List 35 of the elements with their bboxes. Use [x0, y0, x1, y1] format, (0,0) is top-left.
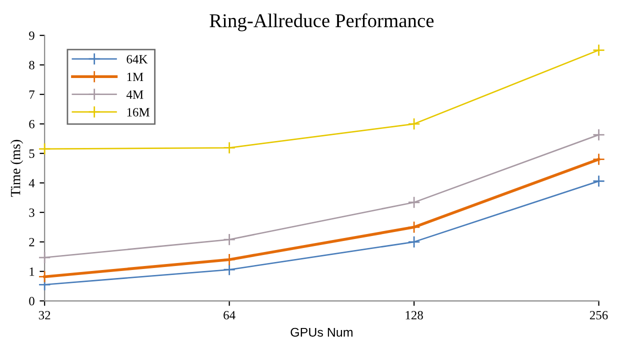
y-tick-label: 4 [28, 179, 35, 188]
y-tick-label: 2 [29, 238, 34, 246]
chart-title: Ring-Allreduce Performance [210, 13, 434, 32]
x-tick-label: 128 [406, 310, 423, 320]
point [223, 142, 236, 154]
point [223, 263, 236, 276]
x-tick-label: 64 [224, 311, 236, 320]
y-tick-label: 1 [30, 267, 34, 276]
x-tick-label: 32 [38, 311, 50, 320]
point [223, 233, 236, 246]
point [408, 118, 420, 130]
legend-label: 16M [127, 108, 150, 116]
y-tick-label: 9 [29, 31, 34, 40]
point [408, 220, 420, 234]
point [38, 142, 51, 156]
x-tick-label: 256 [590, 311, 608, 320]
legend-label: 1M [127, 72, 144, 82]
point [592, 153, 606, 166]
point [38, 251, 51, 264]
y-tick-label: 8 [29, 60, 34, 70]
y-tick-label: 6 [29, 120, 34, 128]
point [408, 236, 420, 248]
point [592, 174, 606, 188]
point [408, 196, 420, 209]
x-axis-title: GPUs Num [290, 328, 352, 337]
y-tick-label: 0 [29, 296, 34, 306]
y-axis-title: Time (ms) [10, 140, 24, 197]
legend-label: 64K [126, 55, 148, 64]
point [592, 44, 606, 56]
point [223, 253, 236, 266]
legend-label: 4M [126, 90, 144, 99]
y-tick-label: 5 [29, 150, 34, 158]
point [592, 128, 606, 142]
y-tick-label: 7 [29, 90, 35, 99]
y-tick-label: 3 [29, 208, 34, 217]
